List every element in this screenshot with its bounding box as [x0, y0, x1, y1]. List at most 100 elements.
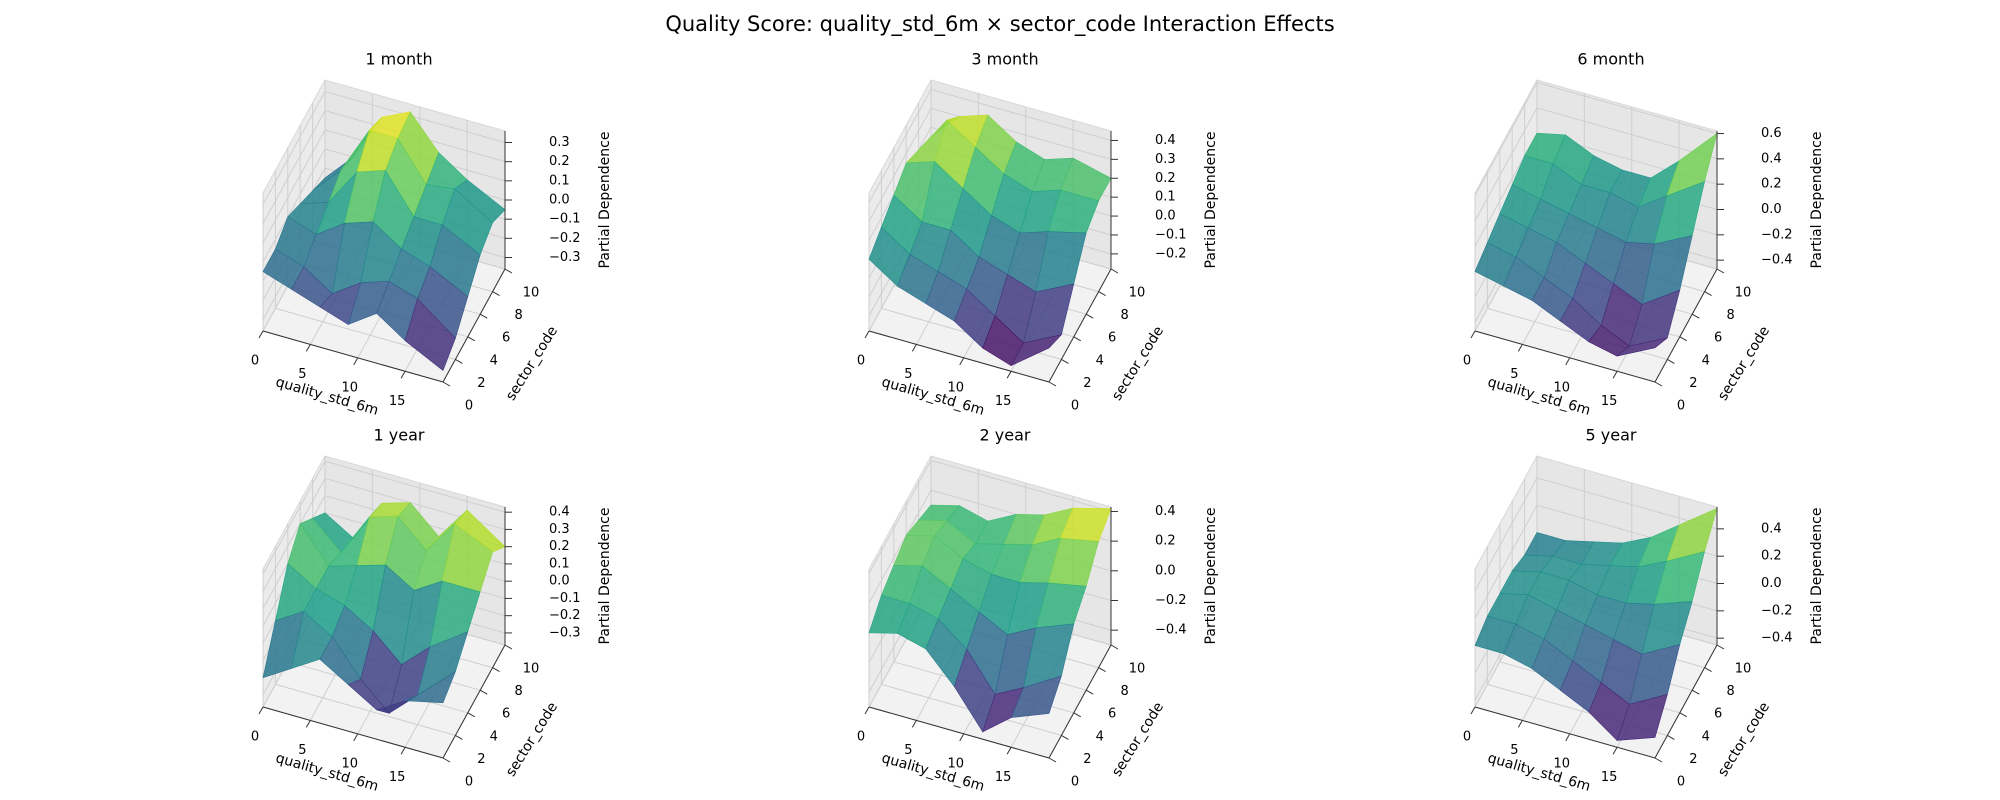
x-tick [959, 357, 965, 366]
y-tick-label: 0 [1677, 399, 1685, 414]
x-tick-label: 15 [995, 394, 1012, 409]
x-tick-label: 15 [389, 394, 406, 409]
z-axis-label: Partial Dependence [1203, 508, 1219, 645]
y-tick [479, 313, 488, 319]
y-tick-label: 0 [465, 775, 473, 790]
x-axis-label: quality_std_6m [274, 750, 380, 795]
y-tick-label: 6 [1108, 331, 1116, 346]
y-tick [1061, 734, 1069, 740]
grid-line [1536, 82, 1718, 135]
y-axis-label: sector_code [1109, 700, 1167, 780]
z-axis-label: Partial Dependence [1203, 132, 1219, 269]
z-tick-label: 0.2 [549, 154, 570, 169]
x-tick [1612, 747, 1618, 755]
x-tick [305, 344, 311, 352]
y-tick-label: 2 [1083, 376, 1091, 391]
y-tick [442, 757, 451, 763]
y-tick [1085, 689, 1094, 695]
z-tick-label: 0.2 [549, 539, 570, 554]
y-tick [1691, 689, 1700, 695]
y-tick [1048, 757, 1057, 763]
y-tick [1098, 291, 1106, 297]
axis-line [1474, 330, 1656, 383]
grid-line [868, 108, 932, 222]
y-tick [492, 291, 500, 297]
z-tick-label: −0.4 [1155, 623, 1187, 638]
y-tick [1098, 667, 1106, 673]
y-tick-label: 0 [1071, 399, 1079, 414]
y-tick-label: 2 [477, 752, 485, 767]
y-tick-label: 8 [1120, 308, 1128, 323]
grid-line [1474, 477, 1538, 592]
x-tick-label: 10 [947, 756, 964, 771]
subplot-title: 5 year [1586, 426, 1637, 445]
x-tick-label: 5 [1510, 743, 1518, 758]
surface-patch [1010, 334, 1063, 367]
x-axis-label: quality_std_6m [1486, 374, 1592, 419]
x-tick [864, 706, 870, 715]
x-tick [911, 720, 917, 728]
y-axis-label: sector_code [1109, 324, 1167, 404]
y-tick-label: 6 [502, 707, 510, 722]
z-tick-label: 0.3 [549, 522, 570, 537]
x-tick [258, 706, 264, 715]
y-tick [467, 336, 476, 342]
x-tick-label: 15 [1601, 770, 1618, 785]
z-axis-label: Partial Dependence [597, 508, 613, 645]
y-tick [1073, 336, 1082, 342]
subplot-title: 1 month [365, 50, 432, 69]
z-tick-label: 0.2 [1761, 177, 1782, 192]
x-tick [1470, 330, 1476, 339]
z-axis-label: Partial Dependence [1809, 508, 1825, 645]
z-tick-label: 0.0 [1155, 209, 1176, 224]
grid-line [1536, 477, 1718, 530]
z-tick-label: 0.0 [1155, 563, 1176, 578]
x-tick [258, 330, 264, 339]
x-tick-label: 10 [341, 756, 358, 771]
grid-line [324, 460, 506, 513]
axis-line [262, 330, 444, 383]
y-tick [1679, 336, 1688, 342]
y-tick-label: 0 [465, 399, 473, 414]
x-tick [1612, 371, 1618, 379]
x-tick [353, 733, 359, 742]
x-tick-label: 0 [857, 354, 865, 369]
x-tick-label: 5 [904, 367, 912, 382]
axis-line [262, 706, 444, 759]
z-tick-label: −0.2 [1761, 603, 1793, 618]
axis-line [1474, 706, 1656, 759]
x-tick-label: 10 [947, 380, 964, 395]
y-tick [1654, 757, 1663, 763]
y-tick [1704, 667, 1712, 673]
y-tick [1679, 712, 1688, 718]
y-tick-label: 4 [1702, 353, 1710, 368]
z-tick-label: 0.0 [549, 193, 570, 208]
y-tick-label: 8 [1120, 684, 1128, 699]
axis-line [1654, 268, 1718, 383]
y-tick-label: 6 [1714, 331, 1722, 346]
y-tick-label: 10 [523, 662, 540, 677]
x-tick [305, 720, 311, 728]
z-tick-label: 0.4 [1761, 151, 1782, 166]
y-tick-label: 10 [1129, 286, 1146, 301]
x-tick [353, 357, 359, 366]
axis-line [1048, 268, 1112, 383]
y-tick [1048, 381, 1057, 387]
axis-line [868, 706, 1050, 759]
y-tick [479, 689, 488, 695]
y-tick-label: 10 [1735, 662, 1752, 677]
grid-line [262, 148, 326, 263]
grid-line [262, 478, 326, 592]
surface-patch [404, 298, 456, 371]
z-tick-label: 0.1 [1155, 190, 1176, 205]
figure-title: Quality Score: quality_std_6m × sector_c… [665, 12, 1334, 37]
y-tick-label: 2 [477, 376, 485, 391]
grid-line [1474, 82, 1538, 196]
y-tick-label: 4 [1702, 729, 1710, 744]
y-tick-label: 2 [1083, 752, 1091, 767]
surface-patch [1616, 337, 1668, 357]
